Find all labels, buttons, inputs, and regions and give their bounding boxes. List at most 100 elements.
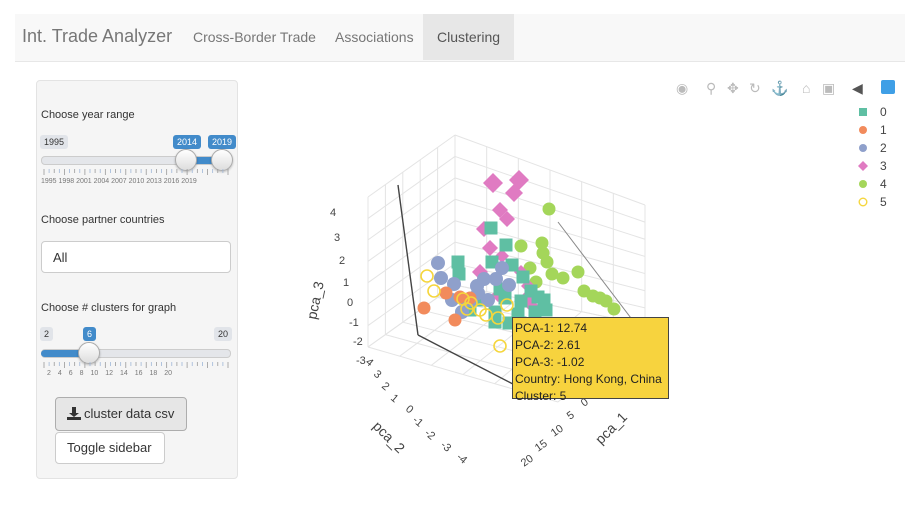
year-range-label: Choose year range — [41, 109, 135, 121]
pca1-tick: 10 — [549, 423, 566, 440]
pca3-tick: 0 — [347, 297, 353, 309]
reset-camera-icon[interactable]: ⌂ — [802, 80, 811, 96]
pca3-tick: 3 — [334, 232, 340, 244]
toggle-sidebar-label: Toggle sidebar — [67, 440, 152, 455]
legend-label-0: 0 — [880, 105, 887, 119]
app-brand[interactable]: Int. Trade Analyzer — [22, 26, 173, 46]
pca3-axis-title: pca_3 — [303, 280, 327, 321]
cluster-5-point — [491, 311, 505, 325]
pca3-tick: -2 — [353, 336, 363, 348]
cluster-1-point — [417, 301, 431, 315]
clusters-slider-fill — [41, 350, 87, 357]
cluster-2-point — [447, 277, 461, 291]
clusters-slider-handle[interactable] — [78, 342, 100, 364]
cluster-4-point — [556, 271, 570, 285]
cluster-5-point — [420, 269, 434, 283]
cluster-4-point — [542, 202, 556, 216]
pca2-tick-labels: 4 3 2 1 0 -1 -2 -3 -4 — [363, 356, 469, 466]
year-range-ticks — [43, 169, 229, 175]
tab-cross-border-trade[interactable]: Cross-Border Trade — [193, 29, 316, 45]
pca2-tick: -1 — [410, 414, 425, 429]
cluster-1-point — [439, 286, 453, 300]
pca3-tick: -3 — [356, 355, 366, 367]
clusters-max-label: 20 — [214, 327, 233, 341]
pca2-tick: -4 — [454, 451, 469, 466]
clusters-ticks — [43, 362, 229, 368]
cluster-2-point — [489, 272, 503, 286]
year-range-to-handle[interactable] — [211, 149, 233, 171]
tab-clustering[interactable]: Clustering — [423, 14, 515, 60]
legend-marker-5 — [858, 197, 868, 207]
tab-associations[interactable]: Associations — [335, 29, 414, 45]
cluster-0-point — [528, 305, 542, 319]
clusters-value-label: 6 — [83, 327, 97, 341]
toggle-hover-icon[interactable]: ◀ — [852, 80, 863, 96]
pca3-tick: -1 — [349, 317, 359, 329]
plotly-logo-icon[interactable] — [881, 80, 895, 94]
tooltip-line-pca1: PCA-1: 12.74 — [515, 321, 588, 335]
partner-countries-value: All — [53, 250, 68, 265]
year-range-slider-fill — [185, 157, 221, 164]
plot-points[interactable] — [417, 170, 621, 353]
turntable-rotation-icon[interactable]: ⚓ — [771, 80, 789, 96]
legend-marker-4 — [859, 180, 867, 188]
cluster-3-point — [505, 184, 523, 202]
partner-countries-label: Choose partner countries — [41, 214, 165, 226]
camera-icon[interactable]: ◉ — [676, 80, 689, 96]
partner-countries-select[interactable]: All — [41, 241, 231, 273]
pca2-axis-title: pca_2 — [370, 418, 408, 456]
scatter-3d-plot[interactable]: 4 3 2 1 0 -1 -2 -3 pca_3 4 3 2 1 0 -1 -2… — [300, 100, 680, 470]
download-button-label: cluster data csv — [84, 406, 175, 421]
legend-marker-3 — [858, 161, 868, 171]
pca1-tick: 5 — [565, 409, 577, 422]
year-range-from-label: 2014 — [173, 135, 202, 149]
pca1-axis-title: pca_1 — [592, 409, 630, 447]
cluster-4-point — [599, 294, 613, 308]
pca1-tick-labels: 0 5 10 15 20 — [519, 396, 591, 469]
cluster-0-point — [516, 270, 530, 284]
cluster-0-point — [488, 315, 502, 329]
gridline — [367, 177, 456, 241]
year-range-tick-labels: 1995 1998 2001 2004 2007 2010 2013 2016 … — [41, 178, 197, 185]
cluster-0-point — [485, 255, 499, 269]
orbit-rotation-icon[interactable]: ↻ — [749, 80, 761, 96]
navbar: Int. Trade Analyzer Cross-Border Trade A… — [15, 14, 905, 62]
cluster-2-point — [502, 278, 516, 292]
last-save-icon[interactable]: ▣ — [822, 80, 836, 96]
legend-marker-0 — [859, 108, 867, 116]
pan-icon[interactable]: ✥ — [727, 80, 739, 96]
zoom-icon[interactable]: ⚲ — [706, 80, 717, 96]
pca1-tick: 20 — [519, 453, 536, 470]
legend-label-4: 4 — [880, 177, 887, 191]
tooltip-line-pca3: PCA-3: -1.02 — [515, 355, 585, 369]
download-cluster-csv-button[interactable]: cluster data csv — [55, 397, 187, 431]
cluster-0-point — [451, 255, 465, 269]
cluster-3-point — [483, 173, 503, 193]
pca2-tick: 2 — [379, 380, 391, 393]
pca2-tick: 0 — [403, 403, 415, 416]
cluster-0-point — [498, 291, 512, 305]
download-icon — [67, 407, 81, 420]
pca3-tick: 1 — [343, 277, 349, 289]
cluster-5-point — [500, 298, 514, 312]
hover-tooltip: PCA-1: 12.74 PCA-2: 2.61 PCA-3: -1.02 Co… — [512, 317, 669, 403]
tooltip-line-cluster: Cluster: 5 — [515, 389, 567, 403]
cluster-5-point — [427, 284, 441, 298]
cluster-4-point — [540, 255, 554, 269]
pca2-tick: 3 — [371, 368, 383, 381]
year-range-to-label: 2019 — [208, 135, 237, 149]
cluster-2-point — [495, 261, 509, 275]
sidebar-panel: Choose year range 1995 2014 2019 1995 19… — [36, 80, 238, 479]
clusters-label: Choose # clusters for graph — [41, 302, 177, 314]
cluster-2-point — [431, 256, 445, 270]
cluster-2-point — [477, 272, 491, 286]
cluster-0-point — [514, 294, 528, 308]
pca1-tick: 15 — [533, 438, 550, 455]
pca3-tick: 4 — [330, 207, 336, 219]
pca3-tick-labels: 4 3 2 1 0 -1 -2 -3 — [330, 207, 366, 367]
pca2-tick: -2 — [422, 427, 437, 442]
toggle-sidebar-button[interactable]: Toggle sidebar — [55, 432, 165, 464]
year-range-from-handle[interactable] — [175, 149, 197, 171]
tooltip-line-pca2: PCA-2: 2.61 — [515, 338, 581, 352]
gridline — [367, 156, 456, 219]
